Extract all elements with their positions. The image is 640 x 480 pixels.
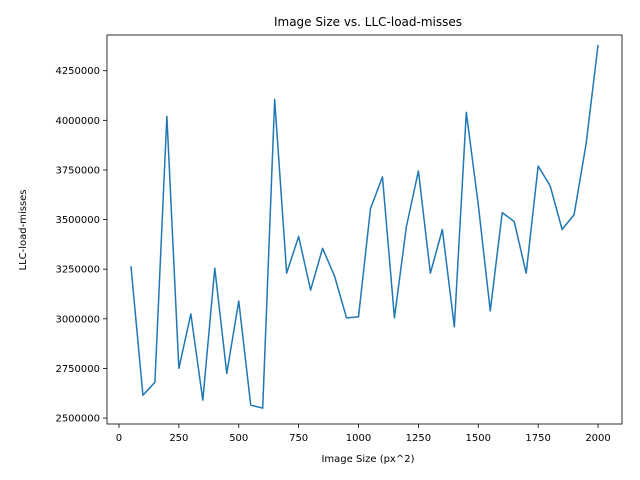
x-tick-label: 500 — [229, 433, 248, 444]
plot-frame — [106, 34, 623, 425]
x-tick-label: 750 — [289, 433, 308, 444]
y-tick-label: 4250000 — [55, 66, 100, 77]
y-tick-label: 2500000 — [55, 414, 100, 425]
x-tick-label: 1500 — [466, 433, 491, 444]
plot-area — [106, 34, 623, 425]
x-tick-label: 0 — [116, 433, 122, 444]
y-axis: 2500000 2750000 3000000 3250000 3500000 37500… — [55, 66, 107, 425]
y-tick-label: 3500000 — [55, 215, 100, 226]
x-axis: 0 250 500 750 1000 1250 1500 1750 2000 — [116, 424, 611, 444]
chart-title: Image Size vs. LLC-load-misses — [274, 15, 462, 29]
y-tick-label: 3000000 — [55, 314, 100, 325]
series-line-0 — [130, 44, 599, 409]
x-tick-label: 1000 — [346, 433, 371, 444]
x-tick-label: 1750 — [525, 433, 550, 444]
x-tick-label: 1250 — [406, 433, 431, 444]
x-tick-label: 2000 — [585, 433, 610, 444]
y-tick-label: 3250000 — [55, 265, 100, 276]
y-tick-label: 2750000 — [55, 364, 100, 375]
y-tick-label: 4000000 — [55, 116, 100, 127]
y-tick-label: 3750000 — [55, 165, 100, 176]
x-axis-label: Image Size (px^2) — [321, 454, 414, 465]
y-axis-label: LLC-load-misses — [18, 189, 29, 270]
x-tick-label: 250 — [169, 433, 188, 444]
